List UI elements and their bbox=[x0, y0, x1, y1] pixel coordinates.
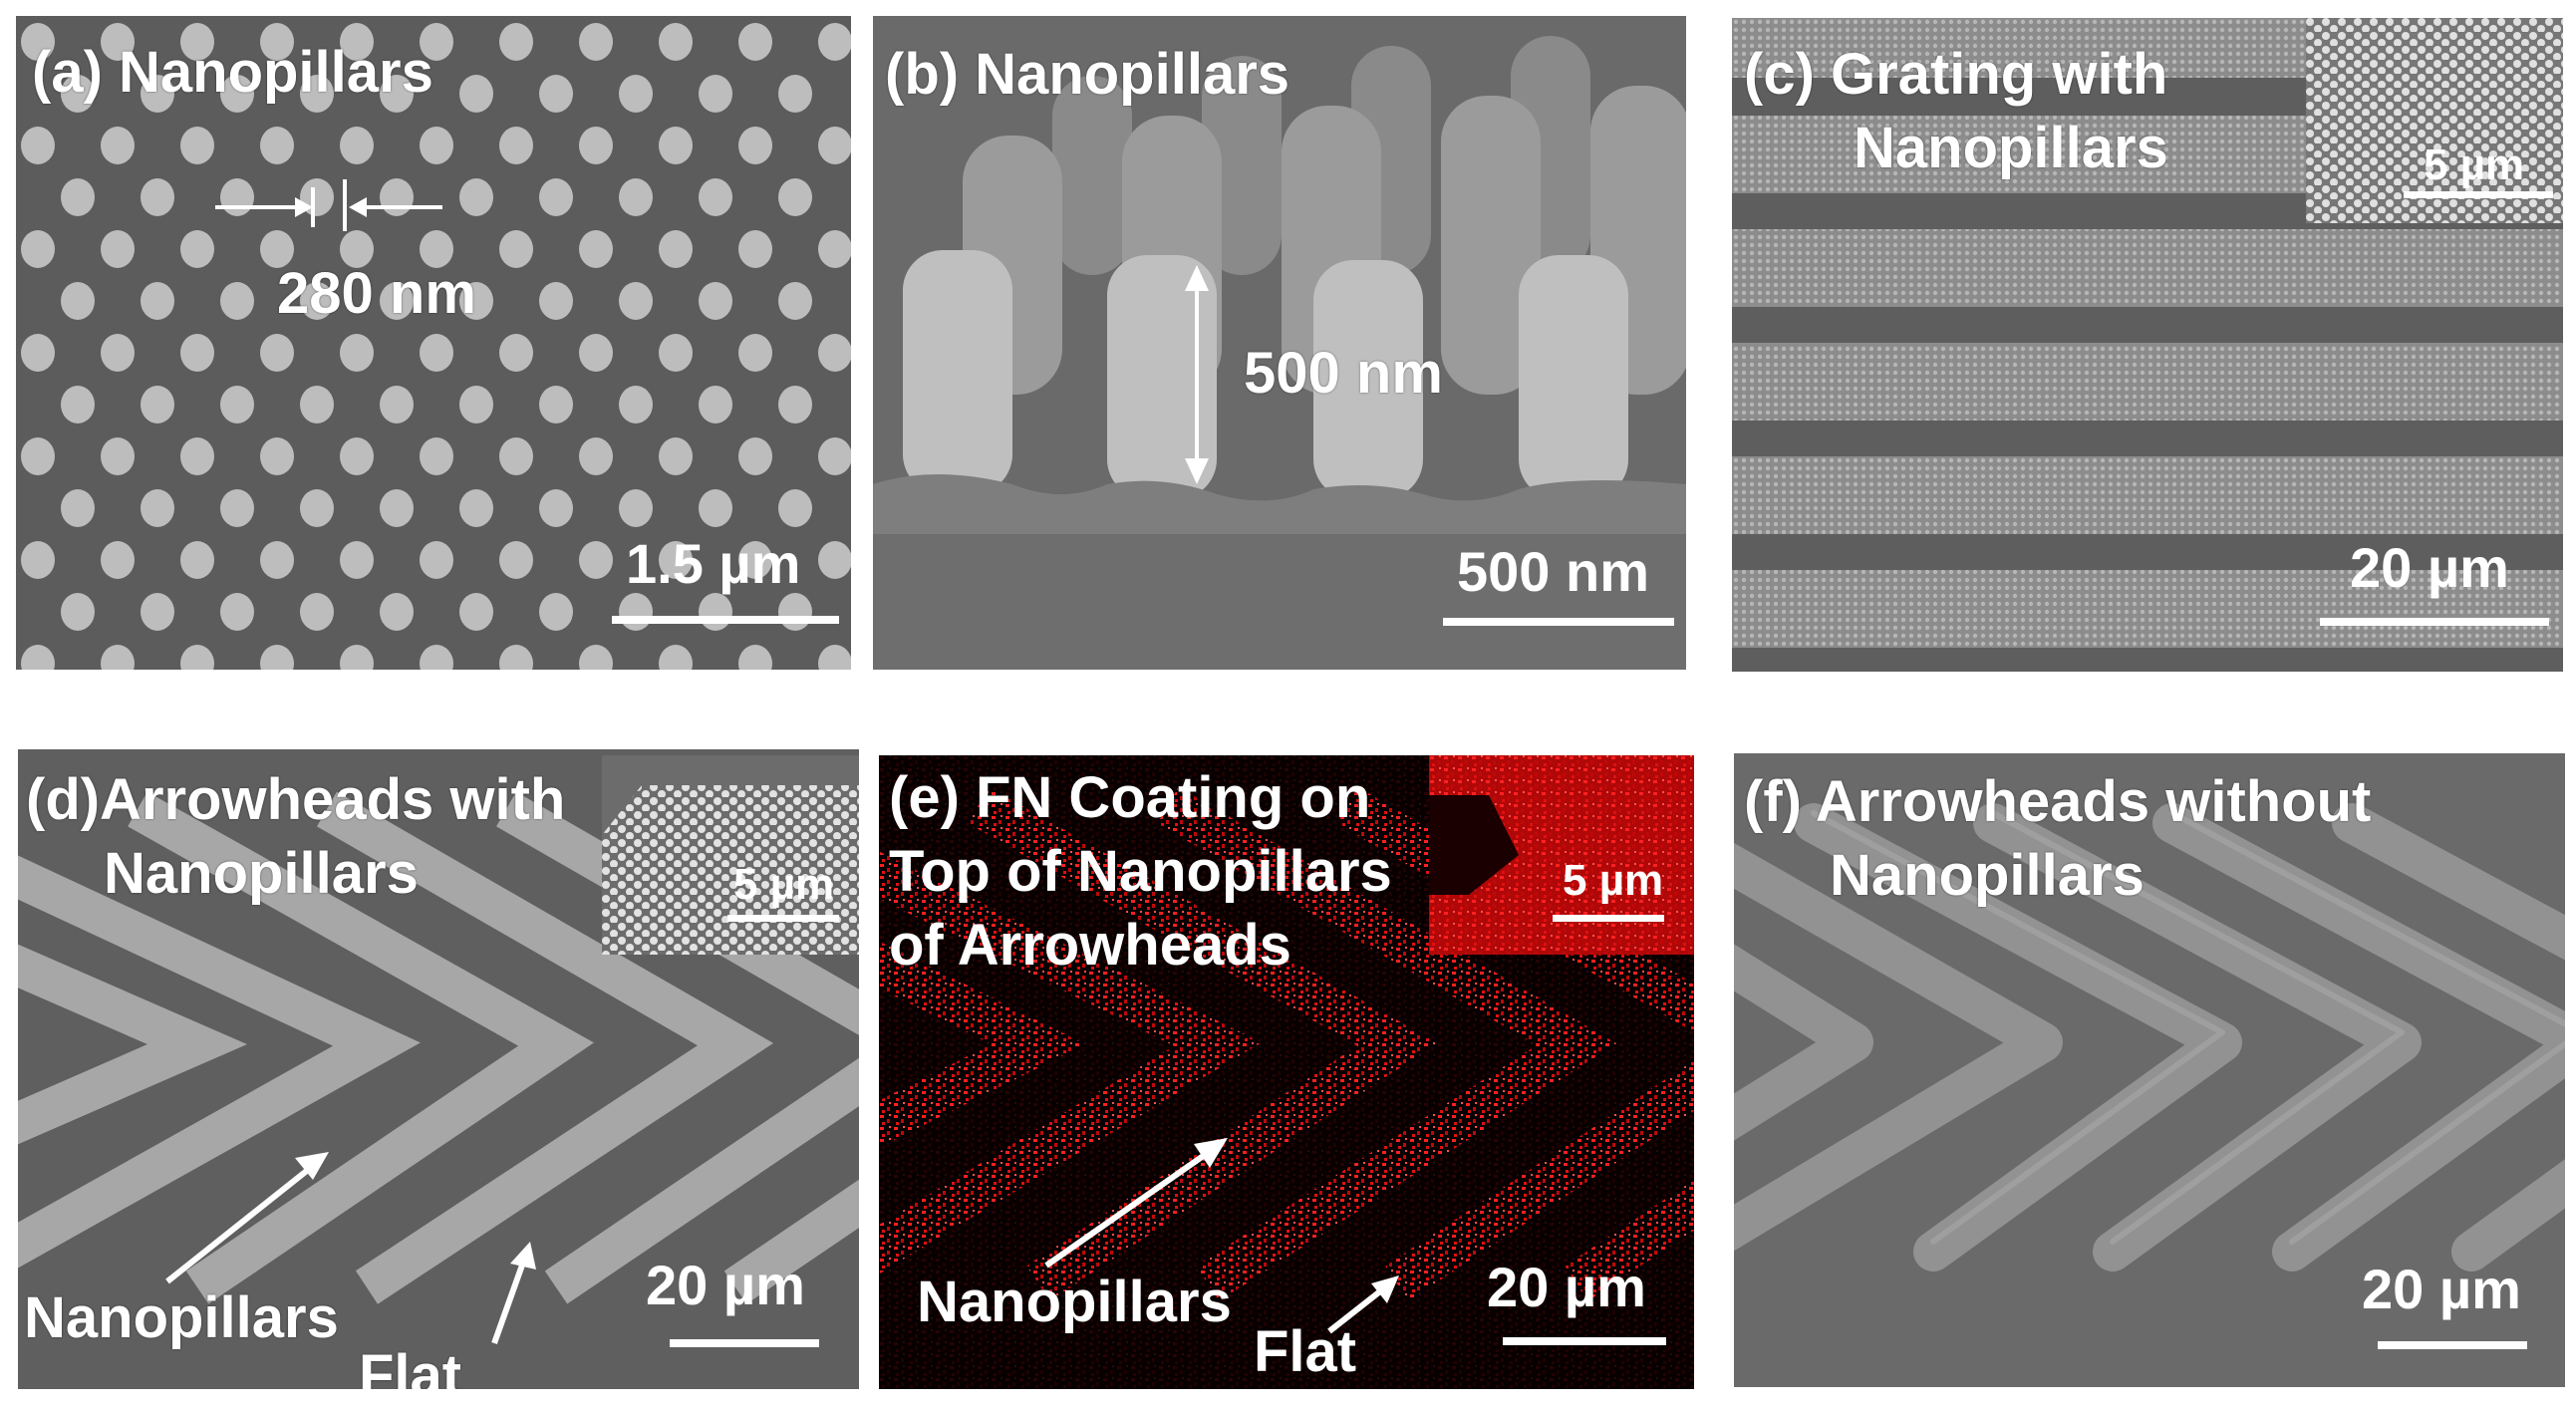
panel-c-sem-image bbox=[1732, 18, 2563, 672]
inset-scale-label: 5 µm bbox=[733, 860, 835, 909]
inset-scale-bar bbox=[727, 915, 839, 922]
scale-bar-label: 500 nm bbox=[1457, 540, 1649, 603]
panel-c-title-line1: (c) Grating with bbox=[1744, 42, 2168, 107]
panel-a-nanopillars-top-view: (a) Nanopillars 280 nm 1.5 µm bbox=[16, 16, 851, 670]
panel-e-fn-coating-fluorescence: 5 µm (e) FN Coating on Top of Nanopillar… bbox=[879, 755, 1694, 1389]
panel-d-arrowheads-with-nanopillars: 5 µm (d)Arrowheads with Nanopillars Nano… bbox=[18, 749, 859, 1389]
flat-callout: Flat bbox=[359, 1343, 462, 1389]
inset-scale-bar bbox=[2404, 191, 2553, 198]
panel-b-sem-image bbox=[873, 16, 1686, 670]
inset-scale-bar bbox=[1553, 915, 1664, 922]
panel-e-inset: 5 µm bbox=[1429, 755, 1694, 955]
scale-bar bbox=[670, 1339, 819, 1347]
scale-bar bbox=[2320, 618, 2549, 626]
panel-c-inset: 5 µm bbox=[2306, 18, 2563, 223]
scale-bar-label: 20 µm bbox=[2362, 1258, 2521, 1320]
inset-scale-label: 5 µm bbox=[2424, 141, 2525, 189]
inset-scale-label: 5 µm bbox=[1563, 856, 1664, 905]
nanopillars-callout: Nanopillars bbox=[24, 1285, 339, 1350]
nanopillars-callout: Nanopillars bbox=[917, 1270, 1232, 1334]
panel-e-arrows bbox=[1044, 1138, 1399, 1334]
scale-bar-label: 20 µm bbox=[646, 1254, 805, 1316]
scale-bar-label: 20 µm bbox=[1487, 1256, 1646, 1318]
scale-bar bbox=[1503, 1337, 1666, 1345]
panel-a-title: (a) Nanopillars bbox=[32, 40, 433, 105]
scale-bar-label: 20 µm bbox=[2350, 536, 2509, 599]
scale-bar bbox=[1443, 618, 1674, 626]
panel-c-grating-with-nanopillars: 5 µm (c) Grating with Nanopillars 20 µm bbox=[1732, 18, 2563, 672]
panel-f-arrowheads-without-nanopillars: (f) Arrowheads without Nanopillars 20 µm bbox=[1734, 753, 2565, 1387]
panel-d-arrows bbox=[165, 1152, 536, 1345]
flat-callout: Flat bbox=[1254, 1319, 1357, 1384]
scale-bar bbox=[2378, 1341, 2527, 1349]
panel-f-title-line1: (f) Arrowheads without bbox=[1744, 769, 2372, 834]
panel-e-title-line3: of Arrowheads bbox=[889, 913, 1291, 978]
panel-d-sem-image bbox=[18, 749, 859, 1389]
panel-f-sem-image bbox=[1734, 753, 2565, 1387]
panel-a-sem-image bbox=[16, 16, 851, 670]
panel-b-title: (b) Nanopillars bbox=[885, 42, 1290, 107]
panel-d-title-line2: Nanopillars bbox=[104, 841, 419, 906]
panel-d-inset: 5 µm bbox=[602, 755, 859, 955]
panel-c-title-line2: Nanopillars bbox=[1854, 116, 2168, 180]
panel-e-title-line1: (e) FN Coating on bbox=[889, 765, 1371, 830]
panel-b-nanopillars-tilted-view: (b) Nanopillars 500 nm 500 nm bbox=[873, 16, 1686, 670]
height-annotation: 500 nm bbox=[1244, 341, 1443, 406]
panel-e-title-line2: Top of Nanopillars bbox=[889, 839, 1392, 904]
scale-bar bbox=[612, 616, 839, 624]
panel-d-title-line1: (d)Arrowheads with bbox=[26, 767, 566, 832]
pitch-annotation: 280 nm bbox=[277, 261, 476, 326]
panel-f-title-line2: Nanopillars bbox=[1830, 843, 2145, 908]
scale-bar-label: 1.5 µm bbox=[626, 532, 801, 595]
